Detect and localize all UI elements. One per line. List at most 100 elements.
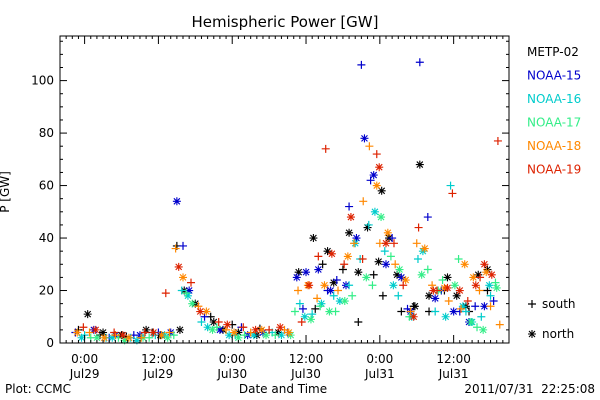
x-tick-time-label: 0:00 <box>366 352 393 366</box>
data-point-north <box>363 223 372 232</box>
data-point-north <box>309 234 318 243</box>
data-point-south <box>348 291 357 300</box>
legend-series-label: NOAA-18 <box>527 139 581 153</box>
data-point-south <box>85 328 94 337</box>
x-axis-label: Date and Time <box>239 382 327 396</box>
data-point-north <box>480 260 489 269</box>
y-tick-label: 0 <box>46 336 54 350</box>
data-point-south <box>475 286 484 295</box>
data-point-north <box>360 134 369 143</box>
data-point-north <box>369 171 378 180</box>
data-point-south <box>423 265 432 274</box>
data-point-north <box>471 281 480 290</box>
data-point-north <box>415 160 424 169</box>
data-point-south <box>415 58 424 67</box>
data-point-south <box>137 333 146 342</box>
data-point-north <box>345 228 354 237</box>
y-tick-label: 80 <box>39 126 54 140</box>
data-point-south <box>295 299 304 308</box>
data-point-north <box>397 273 406 282</box>
data-point-north <box>223 320 232 329</box>
data-point-north <box>352 234 361 243</box>
data-point-south <box>308 310 317 319</box>
data-point-south <box>358 255 367 264</box>
data-point-south <box>463 297 472 306</box>
x-tick-date-label: Jul30 <box>216 367 247 381</box>
data-point-north <box>320 281 329 290</box>
data-point-north <box>120 336 129 345</box>
data-point-south <box>354 318 363 327</box>
north-marker-icon <box>528 330 536 338</box>
data-point-north <box>492 283 501 292</box>
data-point-south <box>388 234 397 243</box>
data-point-south <box>444 297 453 306</box>
data-point-north <box>326 286 335 295</box>
data-point-north <box>196 307 205 316</box>
x-tick-time-label: 0:00 <box>219 352 246 366</box>
data-point-south <box>290 307 299 316</box>
y-tick-label: 60 <box>39 179 54 193</box>
data-point-south <box>399 281 408 290</box>
y-axis-label: P [GW] <box>0 171 12 213</box>
data-point-north <box>420 244 429 253</box>
data-point-north <box>215 325 224 334</box>
data-point-south <box>446 181 455 190</box>
data-point-north <box>172 197 181 206</box>
data-point-north <box>83 310 92 319</box>
data-point-south <box>222 325 231 334</box>
data-point-north <box>452 291 461 300</box>
x-tick-date-label: Jul29 <box>69 367 100 381</box>
data-point-south <box>477 312 486 321</box>
data-point-north <box>302 268 311 277</box>
data-point-north <box>469 273 478 282</box>
series-noaa-16 <box>77 181 495 345</box>
plot-frame <box>59 35 510 344</box>
data-point-north <box>234 333 243 342</box>
data-point-south <box>345 202 354 211</box>
data-point-north <box>124 333 133 342</box>
data-point-south <box>197 318 206 327</box>
data-point-south <box>140 328 149 337</box>
axes: 0204060801000:00Jul2912:00Jul290:00Jul30… <box>31 35 510 381</box>
y-tick-label: 100 <box>31 74 54 88</box>
data-point-north <box>294 268 303 277</box>
data-point-south <box>169 331 178 340</box>
x-tick-time-label: 12:00 <box>289 352 324 366</box>
data-point-south <box>495 320 504 329</box>
data-point-south <box>340 260 349 269</box>
data-point-south <box>359 197 368 206</box>
data-point-north <box>317 299 326 308</box>
data-point-south <box>378 291 387 300</box>
series-noaa-18 <box>73 142 504 342</box>
data-point-north <box>354 268 363 277</box>
data-point-south <box>161 289 170 298</box>
data-point-north <box>277 331 286 340</box>
data-point-north <box>174 262 183 271</box>
data-point-south <box>214 318 223 327</box>
data-point-north <box>77 333 86 342</box>
data-point-north <box>208 325 217 334</box>
data-point-north <box>305 281 314 290</box>
data-point-north <box>381 239 390 248</box>
legend: METP-02 NOAA-15 NOAA-16 NOAA-17 NOAA-18 NOAA-… <box>527 45 581 341</box>
data-point-south <box>182 289 191 298</box>
data-point-south <box>316 302 325 311</box>
legend-series-label: NOAA-16 <box>527 92 581 106</box>
data-point-north <box>300 312 309 321</box>
legend-series-label: NOAA-17 <box>527 116 581 130</box>
data-point-north <box>325 307 334 316</box>
data-point-south <box>414 223 423 232</box>
series-metp-02 <box>74 160 492 341</box>
data-point-south <box>265 325 274 334</box>
data-point-south <box>486 302 495 311</box>
y-tick-label: 20 <box>39 284 54 298</box>
data-point-north <box>370 207 379 216</box>
legend-series-label: NOAA-19 <box>527 163 581 177</box>
data-point-south <box>391 260 400 269</box>
data-point-south <box>179 241 188 250</box>
data-point-south <box>365 142 374 151</box>
data-point-south <box>423 213 432 222</box>
data-point-north <box>372 181 381 190</box>
data-point-north <box>449 307 458 316</box>
data-point-north <box>100 333 109 342</box>
